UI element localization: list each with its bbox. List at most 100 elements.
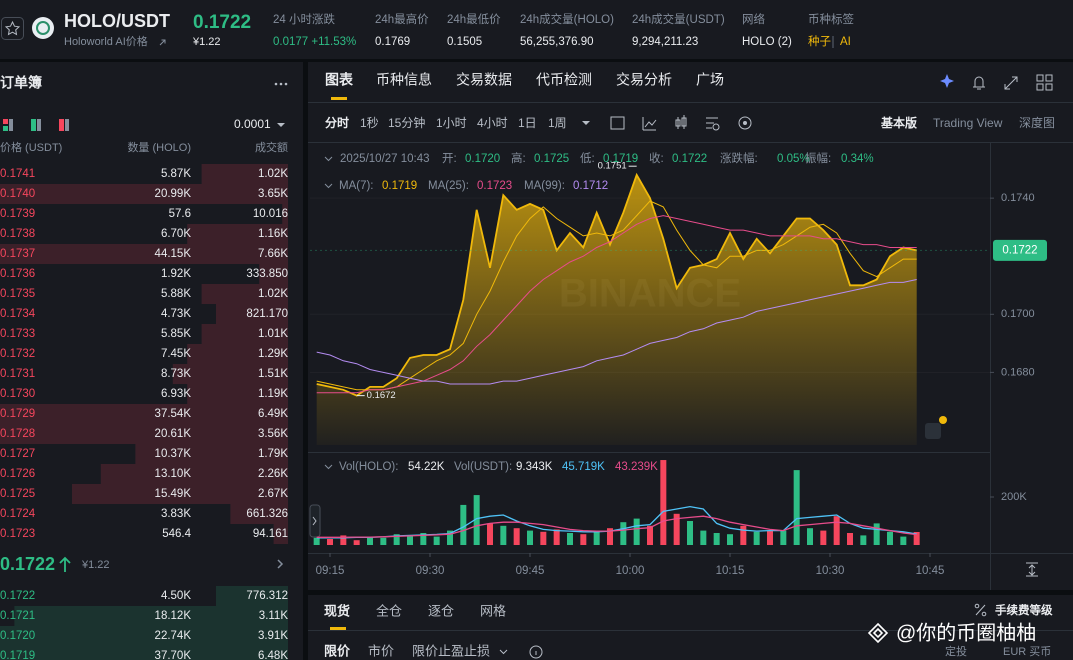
interval-button[interactable]: 1周	[548, 116, 567, 130]
coin-name[interactable]: Holoworld AI价格	[64, 34, 148, 48]
order-price[interactable]: 0.1735	[0, 288, 35, 300]
book-mode-bids[interactable]	[31, 119, 41, 131]
order-price[interactable]: 0.1724	[0, 508, 36, 520]
order-price[interactable]: 0.1734	[0, 308, 36, 320]
order-amount: 5.85K	[161, 328, 191, 340]
order-tab[interactable]: 现货	[324, 603, 350, 618]
book-mode-both[interactable]	[3, 119, 13, 131]
interval-button[interactable]: 15分钟	[388, 115, 425, 130]
info-icon[interactable]	[529, 645, 543, 659]
order-price[interactable]: 0.1729	[0, 408, 35, 420]
order-price[interactable]: 0.1719	[0, 650, 35, 660]
favorite-button[interactable]	[1, 17, 24, 40]
order-total: 2.67K	[258, 488, 288, 500]
order-price[interactable]: 0.1741	[0, 168, 35, 180]
book-mode-asks[interactable]	[59, 119, 69, 131]
chart-tab[interactable]: 代币检测	[536, 72, 592, 88]
tools-icon[interactable]	[738, 116, 752, 130]
x-tick-label: 10:45	[916, 565, 945, 577]
candle-icon[interactable]	[675, 115, 687, 129]
order-price[interactable]: 0.1723	[0, 528, 35, 540]
order-price[interactable]: 0.1721	[0, 610, 35, 622]
order-price[interactable]: 0.1737	[0, 248, 35, 260]
depth-bar	[0, 404, 288, 424]
order-type[interactable]: 市价	[368, 643, 394, 658]
volume-bar	[367, 536, 373, 545]
collapse-caret[interactable]	[324, 464, 333, 470]
order-price[interactable]: 0.1722	[0, 590, 35, 602]
order-price[interactable]: 0.1739	[0, 208, 35, 220]
tick-size[interactable]: 0.0001	[234, 117, 271, 131]
order-total: 1.29K	[258, 348, 288, 360]
order-type-caret[interactable]	[499, 649, 508, 655]
fee-level[interactable]: 手续费等级	[995, 603, 1053, 617]
icon-part	[974, 603, 980, 609]
bell-icon[interactable]	[973, 76, 985, 90]
chevron-right[interactable]	[277, 559, 284, 569]
order-price[interactable]: 0.1727	[0, 448, 35, 460]
ai-icon[interactable]	[940, 74, 954, 88]
more-button[interactable]	[274, 82, 288, 86]
volume-bar	[913, 531, 920, 545]
order-price[interactable]: 0.1731	[0, 368, 35, 380]
stat-label: 24h最高价	[375, 12, 429, 26]
interval-button[interactable]: 分时	[325, 115, 349, 130]
view-button[interactable]: Trading View	[933, 116, 1003, 130]
order-price[interactable]: 0.1733	[0, 328, 35, 340]
column-header: 成交额	[255, 140, 288, 154]
interval-button[interactable]: 1秒	[360, 116, 379, 130]
volume-bar	[660, 460, 667, 545]
order-price[interactable]: 0.1725	[0, 488, 35, 500]
fit-axis-icon[interactable]	[1026, 562, 1038, 577]
view-button[interactable]: 基本版	[880, 115, 917, 130]
dropdown-caret[interactable]	[277, 123, 285, 127]
layout-icon[interactable]	[1036, 74, 1053, 91]
mid-price: 0.1722	[0, 554, 55, 574]
view-button[interactable]: 深度图	[1019, 115, 1055, 130]
volume-bar	[353, 540, 360, 545]
order-type[interactable]: 限价止盈止损	[412, 643, 490, 658]
collapse-caret[interactable]	[324, 156, 333, 162]
order-tab[interactable]: 逐仓	[428, 603, 454, 618]
chart-tab[interactable]: 图表	[325, 72, 354, 88]
order-price[interactable]: 0.1730	[0, 388, 35, 400]
ohlc-value: 0.1722	[672, 153, 707, 165]
coin-tag[interactable]: 种子	[808, 34, 831, 48]
fullscreen-icon[interactable]	[1004, 76, 1018, 90]
interval-button[interactable]: 1日	[518, 116, 537, 130]
order-tab[interactable]: 全仓	[376, 603, 402, 618]
order-price[interactable]: 0.1732	[0, 348, 35, 360]
stat-value: 0.0177 +11.53%	[273, 36, 356, 48]
tool-badge[interactable]	[925, 423, 941, 439]
link[interactable]: 定投	[945, 644, 967, 658]
order-price[interactable]: 0.1728	[0, 428, 35, 440]
chart-tab[interactable]: 交易数据	[456, 72, 512, 88]
order-price[interactable]: 0.1738	[0, 228, 35, 240]
ohlc-label: 收:	[649, 151, 664, 165]
star-icon	[4, 20, 21, 36]
order-tab[interactable]: 网格	[480, 603, 506, 618]
collapse-caret[interactable]	[324, 183, 333, 189]
chart-tab[interactable]: 交易分析	[616, 72, 672, 88]
order-type[interactable]: 限价	[324, 643, 351, 658]
chart-tab[interactable]: 币种信息	[376, 72, 432, 88]
chart-tab[interactable]: 广场	[696, 72, 724, 88]
order-price[interactable]: 0.1736	[0, 268, 35, 280]
indicator-icon[interactable]	[610, 116, 625, 130]
order-price[interactable]: 0.1720	[0, 630, 35, 642]
interval-button[interactable]: 4小时	[477, 116, 508, 130]
order-price[interactable]: 0.1740	[0, 188, 35, 200]
link[interactable]: EUR 买币	[1003, 645, 1051, 658]
volume-bar	[620, 522, 627, 545]
coin-tag[interactable]: AI	[840, 36, 851, 48]
order-amount: 6.93K	[161, 388, 191, 400]
interval-button[interactable]: 1小时	[436, 116, 467, 130]
chart-type-icon[interactable]	[642, 117, 657, 131]
legend-name: MA(7):	[339, 180, 374, 192]
icon-part	[1045, 74, 1053, 82]
interval-caret[interactable]	[582, 121, 590, 125]
order-price[interactable]: 0.1726	[0, 468, 35, 480]
scroll-handle[interactable]	[309, 504, 321, 538]
settings-icon[interactable]	[706, 117, 718, 129]
ohlc-label: 振幅:	[805, 151, 831, 165]
